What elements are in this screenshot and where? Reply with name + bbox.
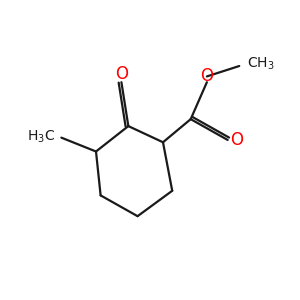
Text: CH$_3$: CH$_3$ — [247, 56, 275, 72]
Text: O: O — [115, 65, 128, 83]
Text: O: O — [230, 131, 243, 149]
Text: O: O — [200, 68, 213, 85]
Text: H$_3$C: H$_3$C — [28, 128, 56, 145]
